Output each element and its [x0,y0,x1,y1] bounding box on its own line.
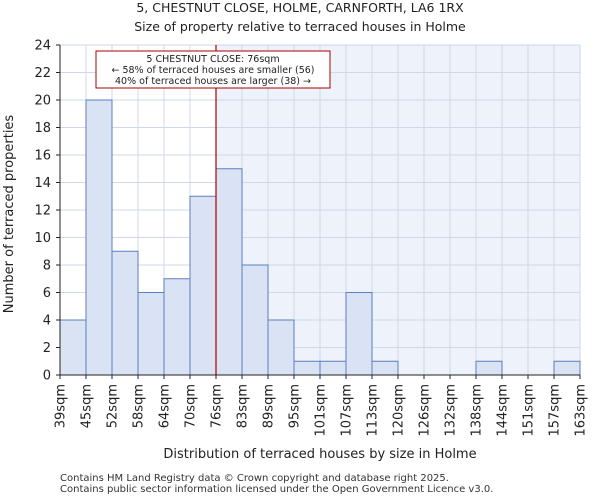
y-tick-label: 0 [43,369,51,384]
x-tick-label: 138sqm [470,384,485,437]
x-tick-label: 58sqm [132,384,147,428]
x-tick-label: 151sqm [522,384,537,437]
y-axis-label: Number of terraced properties [2,115,17,314]
bar-95sqm [293,360,321,376]
x-tick-label: 52sqm [106,384,121,428]
x-tick-label: 70sqm [184,384,199,428]
y-tick-label: 20 [34,94,51,109]
x-tick-label: 126sqm [418,384,433,437]
bar-89sqm [267,319,295,376]
bar-157sqm [553,360,581,376]
x-tick-label: 76sqm [210,384,225,428]
x-tick-label: 39sqm [54,384,69,428]
x-tick-label: 101sqm [314,384,329,437]
bar-76sqm [215,168,243,376]
y-tick-label: 16 [34,149,51,164]
x-tick-label: 144sqm [496,384,511,437]
bar-64sqm [163,278,191,376]
y-tick-label: 4 [43,314,51,329]
bar-58sqm [137,292,165,376]
bar-70sqm [189,195,217,376]
annotation-line-2: ← 58% of terraced houses are smaller (56… [111,65,314,76]
x-axis-ticks: 39sqm 45sqm 52sqm 58sqm 64sqm 70sqm 76sqm 83sqm… [54,375,589,437]
y-tick-label: 6 [43,286,51,301]
x-tick-label: 113sqm [366,384,381,437]
y-tick-label: 22 [34,66,51,81]
x-tick-label: 120sqm [392,384,407,437]
x-tick-label: 163sqm [574,384,589,437]
y-tick-label: 12 [34,204,51,219]
bar-113sqm [371,360,399,376]
bar-107sqm [345,292,373,376]
chart-title: 5, CHESTNUT CLOSE, HOLME, CARNFORTH, LA6… [136,0,464,15]
y-tick-label: 10 [34,231,51,246]
annotation-line-1: 5 CHESTNUT CLOSE: 76sqm [146,54,279,65]
bar-52sqm [111,250,139,376]
x-tick-label: 132sqm [444,384,459,437]
annotation-box: 5 CHESTNUT CLOSE: 76sqm ← 58% of terrace… [95,50,331,89]
chart-subtitle: Size of property relative to terraced ho… [134,19,466,34]
x-tick-label: 64sqm [158,384,173,428]
bar-138sqm [475,360,503,376]
y-tick-label: 18 [34,121,51,136]
annotation-line-3: 40% of terraced houses are larger (38) → [115,76,311,87]
bar-39sqm [59,319,87,376]
x-tick-label: 157sqm [548,384,563,437]
y-tick-label: 24 [34,39,51,54]
x-tick-label: 95sqm [288,384,303,428]
bar-45sqm [85,99,113,376]
footer-copyright: Contains HM Land Registry data © Crown c… [60,473,449,484]
y-tick-label: 2 [43,341,51,356]
footer-licence: Contains public sector information licen… [60,484,494,495]
bar-83sqm [241,264,269,376]
bar-101sqm [319,360,347,376]
y-tick-label: 8 [43,259,51,274]
x-tick-label: 45sqm [80,384,95,428]
x-axis-label: Distribution of terraced houses by size … [163,447,476,462]
y-tick-label: 14 [34,176,51,191]
x-tick-label: 89sqm [262,384,277,428]
x-tick-label: 107sqm [340,384,355,437]
x-tick-label: 83sqm [236,384,251,428]
histogram-chart: 5, CHESTNUT CLOSE, HOLME, CARNFORTH, LA6… [2,0,589,462]
